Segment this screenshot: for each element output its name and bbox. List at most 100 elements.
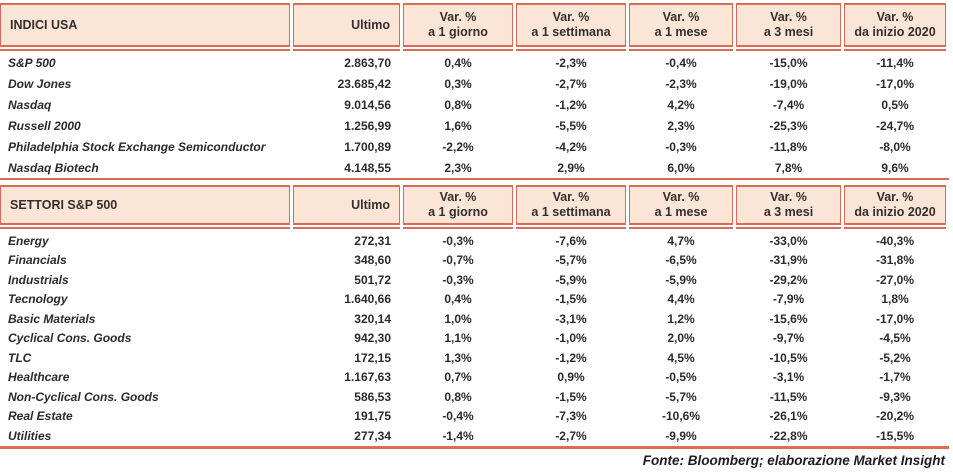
row-var-value: -5,5% (555, 118, 587, 133)
row-var-value: -1,2% (555, 97, 587, 112)
row-var-value: -4,2% (555, 139, 587, 154)
row-var-value: -5,7% (665, 389, 697, 404)
row-var-value: -5,2% (879, 350, 911, 365)
row-ultimo-value: 277,34 (354, 428, 391, 443)
var-header-line1: Var. % (876, 10, 914, 24)
row-var-value: -2,2% (442, 139, 474, 154)
row-var-value: -11,5% (769, 389, 808, 404)
row-ultimo-value: 942,30 (354, 331, 391, 346)
table-row: Nasdaq Biotech 4.148,55 2,3% 2,9% 6,0% 7,8% 9,… (0, 157, 949, 178)
var-header-cell: Var. % a 1 settimana (516, 185, 626, 229)
row-var-value: -3,1% (555, 311, 587, 326)
row-var-value: -31,8% (875, 253, 915, 268)
row-var-value: 2,3% (667, 118, 695, 133)
row-var-value: -5,9% (665, 272, 697, 287)
row-ultimo-value: 1.167,63 (344, 370, 391, 385)
var-header-line1: Var. % (876, 190, 914, 204)
row-var-value: 0,4% (444, 55, 472, 70)
row-var-value: 0,5% (881, 97, 909, 112)
row-var-value: -9,7% (772, 331, 805, 346)
row-var-value: -0,3% (665, 139, 697, 154)
row-var-value: -15,5% (875, 428, 915, 443)
row-var-value: -31,9% (769, 253, 808, 268)
var-header-line1: Var. % (552, 190, 590, 204)
row-var-value: 4,7% (667, 233, 695, 248)
var-header-cell: Var. % da inizio 2020 (844, 185, 946, 229)
ultimo-header-cell: Ultimo (293, 3, 400, 51)
row-var-value: -1,2% (555, 350, 587, 365)
row-ultimo-value: 191,75 (354, 409, 391, 424)
row-var-value: -40,3% (875, 233, 915, 248)
table-row: Cyclical Cons. Goods 942,30 1,1% -1,0% 2,0% -… (0, 329, 949, 349)
row-var-value: -1,5% (555, 389, 587, 404)
var-header-cell: Var. % a 1 giorno (403, 3, 513, 51)
row-ultimo-value: 2.863,70 (344, 55, 391, 70)
row-var-value: -15,0% (769, 55, 808, 70)
row-name: Nasdaq (8, 97, 52, 112)
var-header-line1: Var. % (770, 10, 807, 24)
settori-sp500-header-row: SETTORI S&P 500 Ultimo Var. % a 1 giorno V… (0, 185, 949, 229)
table-row: Non-Cyclical Cons. Goods 586,53 0,8% -1,5% -… (0, 387, 949, 407)
ultimo-header-cell: Ultimo (293, 185, 400, 229)
row-name: Russell 2000 (8, 118, 81, 133)
row-var-value: 0,7% (444, 370, 472, 385)
row-name: Financials (8, 253, 67, 268)
var-header-cell: Var. % a 1 mese (629, 3, 733, 51)
indici-usa-body: S&P 500 2.863,70 0,4% -2,3% -0,4% -15,0% -11,4… (0, 52, 953, 178)
row-var-value: 2,0% (667, 331, 695, 346)
row-var-value: 0,9% (557, 370, 585, 385)
row-name: Healthcare (8, 370, 70, 385)
row-ultimo-value: 272,31 (354, 233, 391, 248)
var-header-line2: a 3 mesi (763, 25, 814, 39)
row-var-value: -20,2% (875, 409, 915, 424)
row-var-value: -17,0% (875, 311, 915, 326)
row-var-value: -15,6% (769, 311, 808, 326)
table-row: S&P 500 2.863,70 0,4% -2,3% -0,4% -15,0% -11,4… (0, 52, 949, 73)
row-var-value: -0,4% (442, 409, 474, 424)
row-var-value: -25,3% (769, 118, 808, 133)
table-row: Russell 2000 1.256,99 1,6% -5,5% 2,3% -25,3% -… (0, 115, 949, 136)
row-ultimo-value: 320,14 (354, 311, 391, 326)
row-var-value: -0,7% (442, 253, 474, 268)
row-var-value: -27,0% (875, 272, 915, 287)
table-row: Energy 272,31 -0,3% -7,6% 4,7% -33,0% -40,3% (0, 231, 949, 251)
row-var-value: -4,5% (879, 331, 911, 346)
indici-usa-section: INDICI USA Ultimo Var. % a 1 giorno Var. %… (0, 3, 953, 180)
var-header-line2: a 1 mese (654, 205, 708, 219)
section-title: INDICI USA (10, 17, 78, 32)
row-ultimo-value: 348,60 (354, 253, 391, 268)
settori-sp500-body: Energy 272,31 -0,3% -7,6% 4,7% -33,0% -40,3% Fi… (0, 231, 953, 446)
row-var-value: -9,3% (879, 389, 911, 404)
row-var-value: -2,7% (555, 428, 587, 443)
row-var-value: 7,8% (774, 160, 803, 175)
row-name: Cyclical Cons. Goods (8, 331, 132, 346)
row-ultimo-value: 501,72 (354, 272, 391, 287)
row-var-value: -2,7% (555, 76, 587, 91)
var-header-cell: Var. % a 3 mesi (736, 185, 841, 229)
row-name: S&P 500 (8, 55, 56, 70)
row-var-value: 1,1% (444, 331, 472, 346)
indici-usa-header-row: INDICI USA Ultimo Var. % a 1 giorno Var. %… (0, 3, 949, 51)
row-var-value: -7,9% (772, 292, 805, 307)
row-var-value: -22,8% (769, 428, 808, 443)
row-var-value: -10,6% (661, 409, 701, 424)
row-var-value: 1,3% (444, 350, 472, 365)
table-row: Tecnology 1.640,66 0,4% -1,5% 4,4% -7,9% 1,8% (0, 290, 949, 310)
row-var-value: -7,3% (555, 409, 587, 424)
row-var-value: -1,0% (555, 331, 587, 346)
row-var-value: 6,0% (667, 160, 695, 175)
row-name: Utilities (8, 428, 52, 443)
table-row: Philadelphia Stock Exchange Semiconducto… (0, 136, 949, 157)
var-header-line2: a 1 giorno (428, 25, 488, 39)
row-var-value: 0,3% (444, 76, 472, 91)
row-var-value: -8,0% (879, 139, 911, 154)
var-header-line2: a 1 settimana (531, 25, 611, 39)
var-header-line2: a 1 mese (654, 25, 708, 39)
table-row: Dow Jones 23.685,42 0,3% -2,7% -2,3% -19,0% -1… (0, 73, 949, 94)
row-var-value: 4,5% (667, 350, 695, 365)
table-row: Real Estate 191,75 -0,4% -7,3% -10,6% -26,1% -… (0, 407, 949, 427)
row-var-value: -10,5% (769, 350, 808, 365)
row-var-value: 0,8% (444, 97, 472, 112)
row-var-value: -2,3% (555, 55, 587, 70)
row-var-value: 0,4% (444, 292, 472, 307)
